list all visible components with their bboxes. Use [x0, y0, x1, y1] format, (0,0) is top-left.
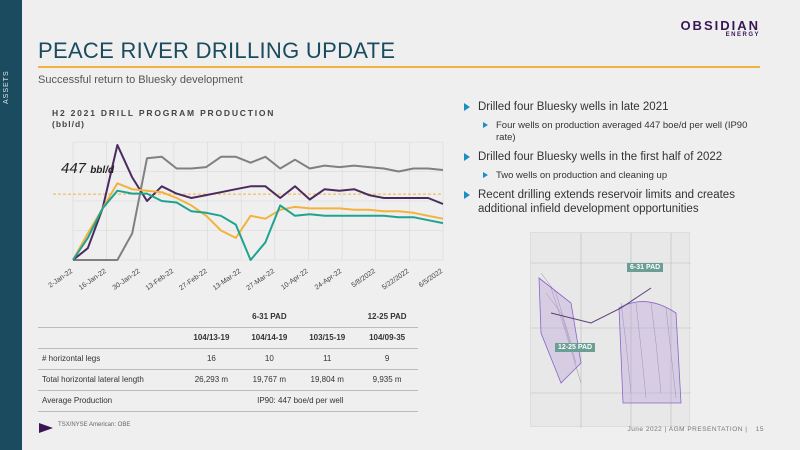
- well-header: 104/13-19: [182, 327, 241, 349]
- page-title: PEACE RIVER DRILLING UPDATE: [38, 38, 396, 63]
- annotation-value: 447: [61, 160, 87, 177]
- well-header: 103/15-19: [298, 327, 357, 349]
- table-row: # horizontal legs 16 10 11 9: [38, 348, 418, 370]
- x-tick-label: 30-Jan-22: [112, 268, 142, 292]
- pad-map: 6-31 PAD 12-25 PAD: [530, 232, 691, 428]
- table-blank: [38, 327, 183, 349]
- x-tick-label: 5/8/2022: [351, 268, 377, 289]
- bullet-list: Drilled four Bluesky wells in late 2021 F…: [462, 100, 762, 222]
- table-well-row: 104/13-19 104/14-19 103/15-19 104/09-35: [38, 327, 418, 349]
- pad-header-b: 12-25 PAD: [356, 306, 418, 328]
- series-line-0: [73, 155, 444, 261]
- footer-ticker: TSX/NYSE American: OBE: [58, 422, 131, 428]
- x-tick-label: 24-Apr-22: [314, 268, 344, 292]
- bullet-item: Recent drilling extends reservoir limits…: [462, 188, 762, 216]
- table-cell-merged: IP90: 447 boe/d per well: [182, 390, 418, 412]
- map-image: [531, 233, 691, 428]
- table-cell: 26,293 m: [182, 369, 241, 391]
- section-label: ASSETS: [3, 70, 10, 104]
- table-cell: 9,935 m: [356, 369, 418, 391]
- title-rule: [38, 66, 760, 68]
- logo-line2: ENERGY: [725, 32, 760, 38]
- table-blank: [38, 306, 183, 328]
- company-logo: OBSIDIAN ENERGY: [680, 18, 760, 38]
- map-label-a: 6-31 PAD: [627, 263, 664, 272]
- x-tick-label: 6/5/2022: [418, 268, 444, 289]
- well-header: 104/14-19: [240, 327, 299, 349]
- annotation-unit: bbl/d: [90, 165, 115, 176]
- x-tick-label: 16-Jan-22: [78, 268, 108, 292]
- series-line-3: [72, 189, 444, 261]
- table-cell: 9: [356, 348, 418, 370]
- logo-line1: OBSIDIAN: [680, 18, 760, 33]
- table-cell: 11: [298, 348, 357, 370]
- table-pad-row: 6-31 PAD 12-25 PAD: [38, 306, 418, 328]
- page-number: 15: [755, 426, 764, 433]
- bullet-item: Drilled four Bluesky wells in the first …: [462, 150, 762, 164]
- table-cell: 19,804 m: [298, 369, 357, 391]
- side-bar: ASSETS: [0, 0, 22, 450]
- well-header: 104/09-35: [356, 327, 418, 349]
- chart-svg: 2-Jan-22 16-Jan-22 30-Jan-22 13-Feb-22 27-Fe…: [47, 141, 444, 292]
- table-cell: 16: [182, 348, 241, 370]
- x-tick-label: 13-Mar-22: [212, 268, 243, 292]
- table-cell: 10: [240, 348, 299, 370]
- footer-logo-icon: [39, 420, 53, 438]
- footer-text: June 2022 | AGM PRESENTATION |: [627, 426, 748, 433]
- chart-units: (bbl/d): [52, 119, 85, 129]
- production-chart: 2-Jan-22 16-Jan-22 30-Jan-22 13-Feb-22 27-Fe…: [38, 100, 458, 300]
- series-line-2: [72, 182, 444, 261]
- bullet-item: Drilled four Bluesky wells in late 2021: [462, 100, 762, 114]
- row-label: # horizontal legs: [38, 348, 183, 370]
- x-tick-label: 5/22/2022: [381, 268, 411, 292]
- x-tick-label: 10-Apr-22: [280, 268, 310, 292]
- series-line-1: [72, 144, 444, 261]
- x-tick-label: 2-Jan-22: [47, 268, 74, 290]
- sub-bullet-item: Two wells on production and cleaning up: [462, 170, 762, 182]
- sub-bullet-item: Four wells on production averaged 447 bo…: [462, 120, 762, 144]
- table-row: Total horizontal lateral length 26,293 m…: [38, 369, 418, 391]
- row-label: Average Production: [38, 390, 183, 412]
- table-row: Average Production IP90: 447 boe/d per w…: [38, 390, 418, 412]
- x-tick-label: 13-Feb-22: [145, 268, 176, 292]
- well-table: 6-31 PAD 12-25 PAD 104/13-19 104/14-19 1…: [38, 306, 418, 412]
- reference-annotation: 447 bbl/d: [61, 160, 114, 177]
- row-label: Total horizontal lateral length: [38, 369, 183, 391]
- x-tick-label: 27-Mar-22: [245, 268, 276, 292]
- pad-header-a: 6-31 PAD: [182, 306, 357, 328]
- page-subtitle: Successful return to Bluesky development: [38, 74, 243, 86]
- footer-info: June 2022 | AGM PRESENTATION | 15: [627, 426, 764, 433]
- x-tick-label: 27-Feb-22: [178, 268, 209, 292]
- chart-title: H2 2021 DRILL PROGRAM PRODUCTION: [52, 108, 276, 118]
- table-cell: 19,767 m: [240, 369, 299, 391]
- map-label-b: 12-25 PAD: [555, 343, 596, 352]
